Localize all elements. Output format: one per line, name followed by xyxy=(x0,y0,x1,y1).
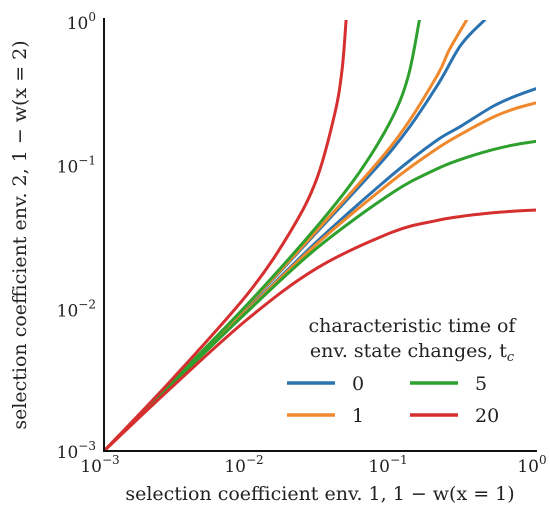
x-tick-labels: 10−3 10−2 10−1 100 xyxy=(80,453,546,477)
x-tick-label: 10−1 xyxy=(368,453,407,477)
x-tick-label-base: 10 xyxy=(517,457,539,477)
legend-label-5: 5 xyxy=(475,373,487,395)
y-tick-label-base: 10 xyxy=(57,158,79,178)
y-tick-label-base: 10 xyxy=(67,14,89,34)
series-line-tc-20-lower xyxy=(104,208,536,450)
legend-label-20: 20 xyxy=(475,405,499,427)
y-tick-label-base: 10 xyxy=(57,301,79,321)
x-tick-label: 10−2 xyxy=(224,453,263,477)
y-tick-label-exponent: 0 xyxy=(88,10,96,24)
y-tick-label: 100 xyxy=(67,10,96,34)
x-tick-label-exponent: −1 xyxy=(390,453,408,467)
legend-title-line2: env. state changes, tc xyxy=(310,340,515,365)
y-tick-label-base: 10 xyxy=(57,443,79,463)
y-tick-label: 10−3 xyxy=(57,439,96,463)
x-tick-label-exponent: 0 xyxy=(539,453,547,467)
series-line-tc-0-lower xyxy=(104,87,536,450)
y-tick-label: 10−1 xyxy=(57,154,96,178)
x-axis-label: selection coefficient env. 1, 1 − w(x = … xyxy=(125,483,514,505)
series-line-tc-5-upper xyxy=(104,20,421,450)
x-tick-label-exponent: −3 xyxy=(102,453,120,467)
x-tick-label: 100 xyxy=(517,453,546,477)
x-tick-label: 10−3 xyxy=(80,453,119,477)
series-group xyxy=(104,20,536,450)
series-line-tc-5-lower xyxy=(104,139,536,450)
y-tick-label: 10−2 xyxy=(57,297,96,321)
x-tick-label-exponent: −2 xyxy=(246,453,264,467)
series-line-tc-20-upper xyxy=(104,20,348,450)
series-line-tc-0-upper xyxy=(104,20,487,450)
y-tick-label-exponent: −3 xyxy=(78,439,96,453)
x-tick-label-base: 10 xyxy=(368,457,390,477)
y-tick-label-exponent: −1 xyxy=(78,154,96,168)
legend-entries: 0 1 5 20 xyxy=(287,373,499,427)
legend-label-1: 1 xyxy=(352,405,364,427)
y-tick-label-exponent: −2 xyxy=(78,297,96,311)
legend-title-line2-text: env. state changes, t xyxy=(310,340,507,362)
legend-title-subscript: c xyxy=(507,350,515,365)
x-tick-label-base: 10 xyxy=(80,457,102,477)
legend: characteristic time of env. state change… xyxy=(287,315,517,427)
x-tick-label-base: 10 xyxy=(224,457,246,477)
legend-title-line1: characteristic time of xyxy=(309,315,518,337)
legend-label-0: 0 xyxy=(352,373,364,395)
series-line-tc-1-upper xyxy=(104,20,469,450)
y-axis-label: selection coefficient env. 2, 1 − w(x = … xyxy=(9,40,31,429)
